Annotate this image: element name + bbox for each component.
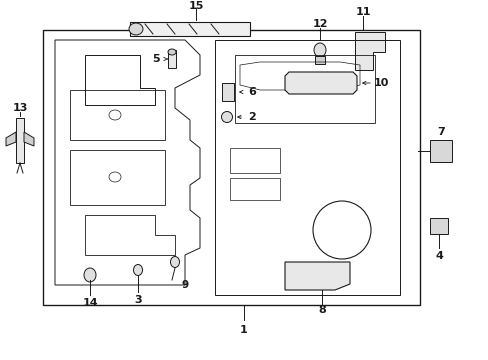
Bar	[16, 118, 24, 163]
Text: 9: 9	[181, 280, 188, 290]
Bar	[130, 22, 249, 36]
Polygon shape	[285, 72, 356, 94]
Polygon shape	[6, 132, 16, 146]
Ellipse shape	[84, 268, 96, 282]
Text: 15: 15	[188, 1, 203, 11]
Bar	[429, 218, 447, 234]
Bar	[235, 55, 374, 123]
Text: 11: 11	[354, 7, 370, 17]
Ellipse shape	[221, 112, 232, 122]
Bar	[314, 56, 325, 64]
Polygon shape	[285, 262, 349, 290]
Bar	[229, 178, 280, 200]
Ellipse shape	[168, 49, 176, 55]
Bar	[43, 30, 419, 305]
Text: 10: 10	[372, 78, 388, 88]
Bar	[168, 50, 176, 68]
Bar	[222, 83, 234, 101]
Text: 3: 3	[134, 295, 142, 305]
Polygon shape	[354, 32, 384, 70]
Text: 4: 4	[434, 251, 442, 261]
Text: 13: 13	[12, 103, 28, 113]
Text: 5: 5	[152, 54, 160, 64]
Ellipse shape	[313, 43, 325, 57]
Text: 14: 14	[82, 298, 98, 308]
Polygon shape	[24, 132, 34, 146]
Text: 7: 7	[436, 127, 444, 137]
Bar	[229, 148, 280, 173]
Ellipse shape	[129, 23, 142, 35]
Bar	[70, 150, 164, 205]
Ellipse shape	[133, 265, 142, 275]
Ellipse shape	[170, 256, 179, 267]
Text: 8: 8	[318, 305, 325, 315]
Bar	[429, 140, 451, 162]
Text: 12: 12	[312, 19, 327, 29]
Text: 1: 1	[240, 325, 247, 335]
Text: 6: 6	[247, 87, 255, 97]
Text: 2: 2	[247, 112, 255, 122]
Bar	[70, 90, 164, 140]
